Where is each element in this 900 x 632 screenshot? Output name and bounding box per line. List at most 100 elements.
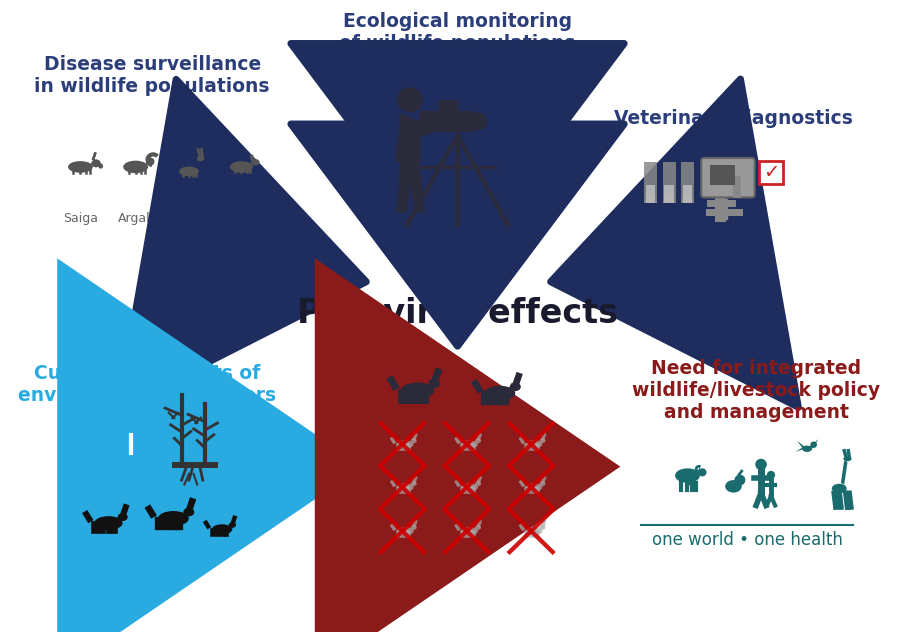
Bar <box>760 161 783 184</box>
Polygon shape <box>113 513 122 525</box>
Ellipse shape <box>462 441 478 448</box>
Circle shape <box>469 112 487 130</box>
Polygon shape <box>88 159 96 169</box>
Ellipse shape <box>475 439 482 443</box>
Ellipse shape <box>475 525 482 530</box>
Ellipse shape <box>725 480 742 492</box>
Wedge shape <box>681 197 694 203</box>
Polygon shape <box>226 522 231 531</box>
Ellipse shape <box>98 163 103 169</box>
Text: Argali: Argali <box>118 212 154 224</box>
Bar <box>683 185 692 203</box>
Ellipse shape <box>118 513 128 521</box>
Ellipse shape <box>410 482 417 486</box>
Ellipse shape <box>212 525 232 534</box>
Ellipse shape <box>410 525 417 530</box>
Text: Cumulative effects of
environmental stressors: Cumulative effects of environmental stre… <box>18 364 275 404</box>
Bar <box>709 165 735 185</box>
Ellipse shape <box>526 527 543 535</box>
Bar <box>681 162 694 203</box>
Polygon shape <box>694 468 701 477</box>
Ellipse shape <box>230 161 253 173</box>
Circle shape <box>767 471 775 479</box>
Ellipse shape <box>698 468 706 477</box>
Polygon shape <box>537 439 542 446</box>
Ellipse shape <box>146 157 155 166</box>
Polygon shape <box>537 525 542 532</box>
Wedge shape <box>644 197 657 203</box>
Ellipse shape <box>475 482 482 486</box>
Bar <box>664 185 674 203</box>
Ellipse shape <box>539 439 545 443</box>
Circle shape <box>122 449 140 468</box>
Ellipse shape <box>184 507 194 516</box>
Text: *: * <box>85 406 117 438</box>
Polygon shape <box>248 159 256 169</box>
Polygon shape <box>409 525 413 532</box>
Polygon shape <box>143 158 150 169</box>
Ellipse shape <box>526 483 543 491</box>
Ellipse shape <box>400 382 435 399</box>
Polygon shape <box>537 482 542 489</box>
Polygon shape <box>424 379 433 393</box>
Text: one world • one health: one world • one health <box>652 531 842 549</box>
Ellipse shape <box>158 511 189 526</box>
Ellipse shape <box>686 482 692 485</box>
Ellipse shape <box>802 446 812 452</box>
Ellipse shape <box>843 456 851 461</box>
Ellipse shape <box>251 159 259 166</box>
Polygon shape <box>179 507 188 521</box>
Bar <box>646 185 655 203</box>
Ellipse shape <box>229 522 236 528</box>
Wedge shape <box>662 197 676 203</box>
Ellipse shape <box>462 527 478 535</box>
Text: Goitered
gazelle: Goitered gazelle <box>162 212 216 240</box>
Bar <box>734 176 741 198</box>
Ellipse shape <box>123 161 148 173</box>
Circle shape <box>397 87 423 112</box>
Polygon shape <box>472 439 478 446</box>
Text: PPR virus effects: PPR virus effects <box>297 296 618 330</box>
Polygon shape <box>395 113 420 162</box>
Polygon shape <box>409 439 413 446</box>
Text: Veterinary diagnostics: Veterinary diagnostics <box>614 109 853 128</box>
Bar <box>439 100 457 112</box>
Bar <box>173 462 219 468</box>
Polygon shape <box>409 482 413 489</box>
Ellipse shape <box>428 379 440 388</box>
Bar <box>662 162 676 203</box>
Ellipse shape <box>832 483 847 494</box>
Polygon shape <box>796 447 803 452</box>
Ellipse shape <box>92 159 101 167</box>
Ellipse shape <box>539 525 545 530</box>
Polygon shape <box>194 159 201 171</box>
Ellipse shape <box>462 483 478 491</box>
Text: ✳: ✳ <box>83 403 115 441</box>
Polygon shape <box>797 441 807 449</box>
Text: 80%
population
loss: 80% population loss <box>313 516 422 581</box>
Ellipse shape <box>68 161 93 173</box>
Text: Need for integrated
wildlife/livestock policy
and management: Need for integrated wildlife/livestock p… <box>633 359 880 422</box>
Ellipse shape <box>197 155 204 161</box>
FancyBboxPatch shape <box>701 158 754 197</box>
Text: Disease surveillance
in wildlife populations: Disease surveillance in wildlife populat… <box>34 55 270 96</box>
Text: Ecological monitoring
of wildlife populations: Ecological monitoring of wildlife popula… <box>339 12 576 53</box>
Polygon shape <box>807 439 819 449</box>
Bar <box>644 162 657 203</box>
Ellipse shape <box>179 167 199 176</box>
Bar <box>418 111 474 132</box>
Polygon shape <box>472 525 478 532</box>
Bar <box>706 209 742 216</box>
Ellipse shape <box>539 482 545 486</box>
Ellipse shape <box>397 441 414 448</box>
Ellipse shape <box>397 483 414 491</box>
Text: Ibex: Ibex <box>229 212 255 224</box>
Ellipse shape <box>397 527 414 535</box>
Circle shape <box>734 475 745 485</box>
Circle shape <box>755 459 767 470</box>
Ellipse shape <box>526 441 543 448</box>
Polygon shape <box>506 382 514 396</box>
Polygon shape <box>472 482 478 489</box>
Text: Saiga: Saiga <box>63 212 98 224</box>
Ellipse shape <box>484 386 516 401</box>
